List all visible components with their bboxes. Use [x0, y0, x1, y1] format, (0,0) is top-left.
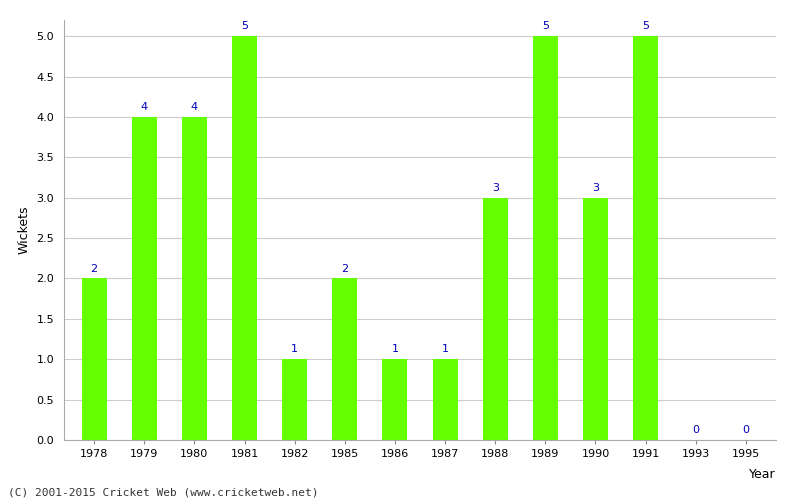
Text: 4: 4 — [141, 102, 148, 112]
Bar — [332, 278, 358, 440]
Text: 5: 5 — [642, 22, 649, 32]
Text: 4: 4 — [191, 102, 198, 112]
Bar — [533, 36, 558, 440]
Bar — [433, 359, 458, 440]
Text: 3: 3 — [592, 183, 599, 193]
Bar — [583, 198, 608, 440]
Text: 1: 1 — [442, 344, 449, 354]
Bar — [132, 117, 157, 440]
Text: 1: 1 — [391, 344, 398, 354]
Text: 0: 0 — [742, 425, 750, 435]
Bar — [282, 359, 307, 440]
Text: 2: 2 — [90, 264, 98, 274]
Bar — [182, 117, 207, 440]
Text: 3: 3 — [492, 183, 498, 193]
Text: 1: 1 — [291, 344, 298, 354]
Text: Year: Year — [750, 468, 776, 480]
Bar — [633, 36, 658, 440]
Text: (C) 2001-2015 Cricket Web (www.cricketweb.net): (C) 2001-2015 Cricket Web (www.cricketwe… — [8, 488, 318, 498]
Text: 0: 0 — [692, 425, 699, 435]
Text: 5: 5 — [241, 22, 248, 32]
Bar — [482, 198, 508, 440]
Bar — [232, 36, 257, 440]
Y-axis label: Wickets: Wickets — [18, 206, 31, 254]
Bar — [382, 359, 407, 440]
Text: 2: 2 — [342, 264, 348, 274]
Text: 5: 5 — [542, 22, 549, 32]
Bar — [82, 278, 106, 440]
